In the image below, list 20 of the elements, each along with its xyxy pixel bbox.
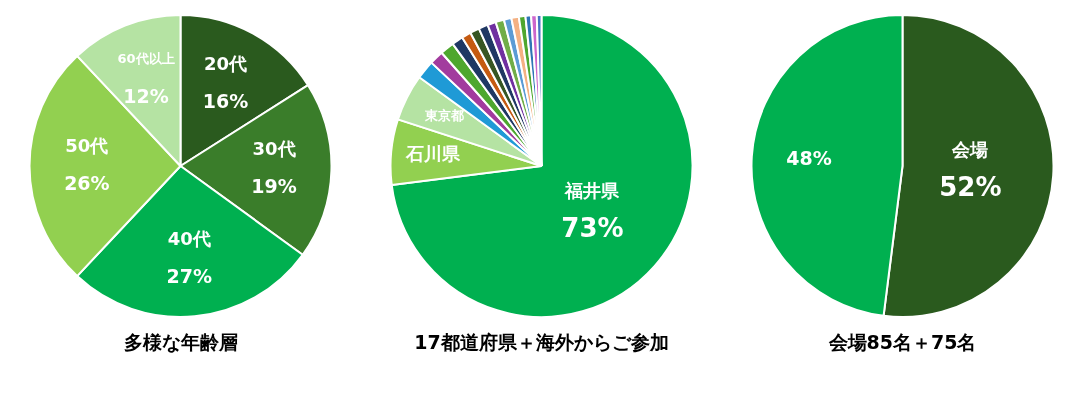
data-label: 27%	[166, 265, 213, 288]
slice-label: 30代	[252, 137, 296, 159]
slice-label: 60代以上	[117, 51, 175, 67]
slice-label: 20代	[204, 52, 248, 74]
data-label: 26%	[64, 171, 110, 194]
data-label: 52%	[939, 172, 1002, 203]
text: 多様な年齢層	[123, 330, 238, 355]
slice-label: 石川県	[405, 143, 462, 165]
slice-label: 福井県	[564, 179, 621, 201]
text: 会場85名＋75名	[828, 330, 977, 355]
data-label: 16%	[202, 89, 249, 112]
text: 17都道府県＋海外からご参加	[414, 330, 669, 355]
data-label: 73%	[561, 212, 624, 243]
data-label: 48%	[786, 147, 832, 170]
data-label: 19%	[251, 174, 297, 197]
slice-label: 東京都	[424, 108, 465, 124]
data-label: 12%	[123, 84, 169, 107]
slice-label: 50代	[65, 134, 109, 156]
slice-label: 会場	[951, 138, 989, 160]
slice-label: 40代	[167, 227, 211, 249]
